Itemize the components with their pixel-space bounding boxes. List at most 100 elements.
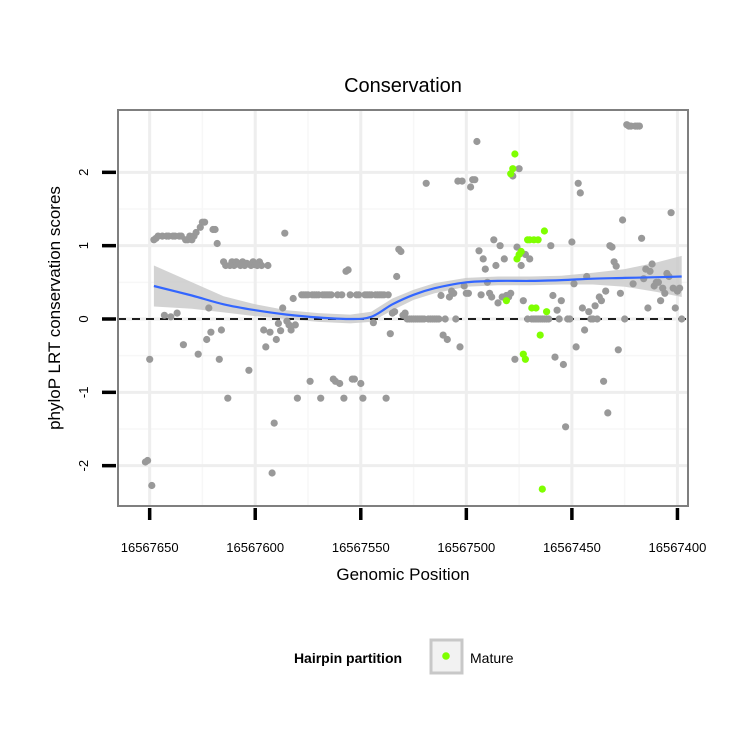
point-other <box>477 291 485 299</box>
point-other <box>357 379 365 388</box>
point-other <box>562 423 570 431</box>
point-other <box>258 261 266 270</box>
point-other <box>346 291 354 299</box>
point-other <box>260 326 268 334</box>
point-mature <box>532 304 540 312</box>
point-other <box>488 293 496 301</box>
point-other <box>245 366 253 374</box>
point-other <box>507 289 515 297</box>
point-other <box>194 350 202 358</box>
point-other <box>167 313 175 321</box>
point-other <box>551 353 559 361</box>
point-other <box>464 289 472 297</box>
point-other <box>526 255 534 263</box>
point-other <box>205 304 213 312</box>
point-other <box>192 228 200 237</box>
point-other <box>602 287 610 295</box>
point-other <box>492 261 500 270</box>
chart-title: Conservation <box>344 75 462 97</box>
point-other <box>355 291 363 299</box>
point-other <box>401 309 409 317</box>
point-other <box>456 343 464 351</box>
point-other <box>350 375 358 383</box>
point-other <box>640 275 648 283</box>
legend-label-mature: Mature <box>470 650 514 666</box>
point-mature <box>543 308 551 316</box>
point-other <box>593 315 601 323</box>
point-other <box>277 327 285 335</box>
point-other <box>644 304 652 312</box>
point-other <box>179 341 187 349</box>
x-axis-label: Genomic Position <box>336 565 469 584</box>
point-other <box>287 326 295 334</box>
point-other <box>676 284 684 292</box>
legend: Hairpin partition Mature <box>294 638 514 675</box>
point-other <box>437 291 445 300</box>
legend-title: Hairpin partition <box>294 650 402 666</box>
point-other <box>612 262 620 270</box>
point-other <box>213 239 221 248</box>
point-other <box>397 247 405 256</box>
point-other <box>568 238 576 246</box>
point-other <box>479 255 487 263</box>
point-other <box>616 289 625 297</box>
point-other <box>572 343 580 351</box>
point-other <box>458 177 466 185</box>
point-other <box>224 394 232 402</box>
point-other <box>648 260 656 268</box>
point-other <box>638 234 646 242</box>
x-tick-label: 16567600 <box>226 540 284 555</box>
point-other <box>519 297 527 305</box>
point-other <box>559 360 568 369</box>
point-other <box>490 236 498 244</box>
point-other <box>268 469 276 477</box>
point-other <box>289 294 297 303</box>
point-other <box>549 291 557 300</box>
point-other <box>327 291 335 299</box>
point-other <box>338 291 346 299</box>
point-other <box>266 328 274 336</box>
point-other <box>553 306 561 314</box>
point-other <box>481 265 489 273</box>
point-other <box>173 309 181 317</box>
y-tick-label: 1 <box>76 242 91 249</box>
point-mature <box>540 227 549 235</box>
point-other <box>475 247 483 255</box>
point-other <box>483 278 491 286</box>
point-other <box>473 137 481 146</box>
point-other <box>340 394 348 402</box>
smooth-confidence-band <box>153 255 682 324</box>
point-other <box>460 282 468 290</box>
point-other <box>597 297 606 305</box>
point-other <box>293 394 301 402</box>
point-other <box>384 291 392 299</box>
y-axis-label: phyloP LRT conservation scores <box>45 186 64 430</box>
smooth-line-layer <box>153 275 682 321</box>
smooth-trend-line <box>153 275 682 321</box>
points-layer <box>141 121 686 493</box>
point-other <box>443 335 451 344</box>
point-other <box>148 481 156 490</box>
point-other <box>604 409 612 417</box>
y-tick-label: 0 <box>76 315 91 322</box>
point-other <box>517 261 525 270</box>
point-other <box>671 304 679 312</box>
point-other <box>635 122 644 130</box>
point-other <box>608 243 616 251</box>
point-mature <box>517 247 525 256</box>
point-mature <box>538 485 546 493</box>
point-other <box>678 315 686 323</box>
x-axis: 16567650 16567600 16567550 16567500 16567450… <box>121 508 706 555</box>
point-mature <box>521 355 530 363</box>
point-other <box>661 289 669 297</box>
point-other <box>515 165 523 173</box>
x-tick-label: 16567650 <box>121 540 179 555</box>
point-other <box>574 179 582 187</box>
point-mature <box>534 236 542 244</box>
point-mature <box>509 165 517 173</box>
point-other <box>585 308 593 316</box>
point-other <box>215 355 223 363</box>
point-other <box>494 299 502 307</box>
point-other <box>557 297 565 305</box>
point-mature <box>511 150 519 158</box>
